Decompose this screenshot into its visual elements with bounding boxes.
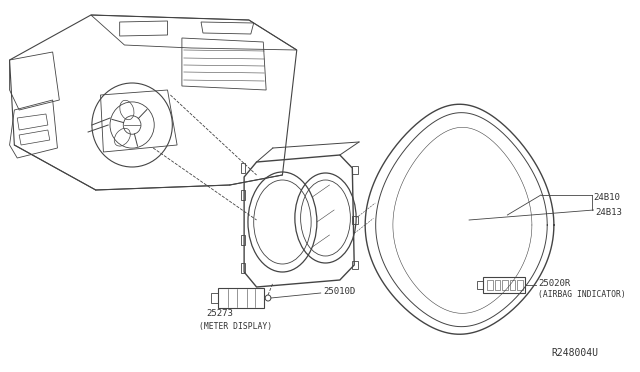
Text: (METER DISPLAY): (METER DISPLAY) bbox=[199, 321, 272, 330]
Text: R248004U: R248004U bbox=[551, 348, 598, 358]
Text: 25273: 25273 bbox=[206, 310, 233, 318]
Text: 25020R: 25020R bbox=[538, 279, 570, 288]
Text: 25010D: 25010D bbox=[324, 286, 356, 295]
Text: (AIRBAG INDICATOR): (AIRBAG INDICATOR) bbox=[538, 291, 626, 299]
Text: 24B13: 24B13 bbox=[595, 208, 622, 217]
Text: 24B10: 24B10 bbox=[593, 192, 620, 202]
